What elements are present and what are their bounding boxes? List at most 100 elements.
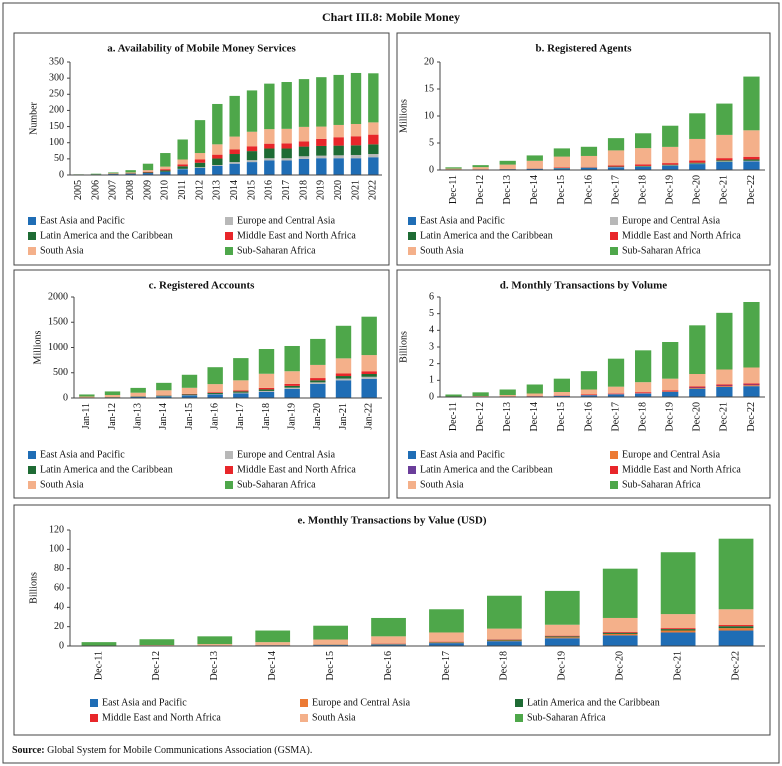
bar-segment (607, 165, 625, 167)
legend-swatch (28, 451, 36, 459)
bar-segment (264, 83, 275, 130)
bar-segment (662, 165, 679, 170)
bar-segment (716, 161, 733, 170)
bar-segment (580, 146, 598, 156)
bar-segment (361, 374, 377, 377)
bar-segment (207, 392, 223, 394)
legend-label: Sub-Saharan Africa (237, 479, 316, 490)
bar-segment (429, 643, 464, 646)
x-tick-label: Jan-19 (286, 403, 297, 430)
legend-label: Middle East and North Africa (237, 230, 356, 241)
bar-segment (316, 126, 327, 139)
y-tick-label: 1000 (48, 342, 68, 353)
bar-segment (142, 170, 154, 172)
bar-segment (689, 325, 706, 374)
panel-border (396, 32, 771, 266)
x-tick-label: 2006 (90, 180, 101, 200)
legend-swatch (225, 451, 233, 459)
bar-segment (255, 642, 291, 645)
bar-segment (544, 637, 580, 639)
y-tick-label: 20 (424, 56, 434, 67)
bar-segment (333, 145, 344, 156)
bar-segment (635, 392, 652, 393)
source-label: Source: (12, 745, 45, 756)
y-tick-label: 10 (424, 110, 434, 121)
bar-segment (689, 164, 706, 170)
bar-segment (662, 146, 679, 164)
bar-segment (81, 642, 117, 646)
bar-segment (743, 385, 760, 387)
bar-segment (602, 617, 638, 632)
bar-segment (125, 172, 136, 174)
y-tick-label: 0 (59, 640, 64, 651)
x-tick-label: Dec-20 (692, 402, 703, 431)
bar-segment (487, 640, 522, 642)
panel-border (13, 504, 771, 736)
legend-label: Sub-Saharan Africa (622, 245, 701, 256)
legend-swatch (225, 247, 233, 255)
bar-segment (281, 82, 292, 129)
x-tick-label: 2011 (177, 180, 188, 200)
source-text: Global System for Mobile Communications … (47, 745, 312, 756)
bar-segment (660, 628, 696, 630)
legend-label: Latin America and the Caribbean (420, 230, 553, 241)
bar-segment (333, 155, 344, 159)
bar-segment (207, 394, 223, 398)
bar-segment (544, 636, 580, 638)
legend-swatch (610, 217, 618, 225)
x-tick-label: Jan-14 (158, 403, 169, 430)
y-tick-label: 1500 (48, 317, 68, 328)
bar-segment (716, 387, 733, 397)
x-tick-label: Dec-16 (583, 402, 594, 431)
y-tick-label: 15 (424, 83, 434, 94)
bar-segment (635, 393, 652, 397)
legend-swatch (28, 466, 36, 474)
bar-segment (233, 380, 249, 391)
bar-segment (310, 382, 326, 384)
bar-segment (689, 160, 706, 163)
bar-segment (635, 164, 652, 166)
legend-label: East Asia and Pacific (40, 215, 125, 226)
bar-segment (662, 392, 679, 397)
legend-label: Middle East and North Africa (237, 464, 356, 475)
y-axis-label: Number (28, 101, 39, 134)
x-tick-label: Dec-13 (502, 175, 513, 204)
bar-segment (580, 371, 598, 390)
bar-segment (258, 391, 275, 398)
bar-segment (156, 382, 172, 391)
x-tick-label: Jan-11 (81, 403, 92, 429)
bar-segment (79, 396, 95, 398)
bar-segment (281, 160, 292, 175)
legend-label: Sub-Saharan Africa (622, 479, 701, 490)
legend-swatch (515, 699, 523, 707)
bar-segment (716, 384, 733, 386)
bar-segment (229, 163, 240, 175)
bar-segment (125, 170, 136, 173)
bar-segment (499, 160, 516, 165)
bar-segment (258, 390, 275, 392)
y-tick-label: 0 (429, 164, 434, 175)
bar-segment (284, 388, 300, 398)
bar-segment (160, 169, 171, 171)
bar-segment (284, 345, 300, 372)
bar-segment (635, 350, 652, 383)
bar-segment (499, 389, 516, 395)
bar-segment (258, 349, 275, 374)
x-tick-label: Jan-16 (209, 403, 220, 430)
x-tick-label: Dec-15 (556, 175, 567, 204)
bar-segment (284, 385, 300, 388)
bar-segment (350, 72, 362, 124)
legend-label: Latin America and the Caribbean (40, 464, 173, 475)
y-tick-label: 50 (54, 153, 64, 164)
bar-segment (316, 155, 327, 159)
legend-label: Latin America and the Caribbean (420, 464, 553, 475)
bar-segment (335, 373, 352, 377)
legend-swatch (225, 217, 233, 225)
bar-segment (716, 386, 733, 387)
bar-segment (526, 160, 543, 169)
bar-segment (368, 157, 379, 175)
bar-segment (298, 146, 310, 157)
legend-label: South Asia (40, 245, 84, 256)
bar-segment (246, 131, 258, 147)
legend-swatch (408, 451, 416, 459)
